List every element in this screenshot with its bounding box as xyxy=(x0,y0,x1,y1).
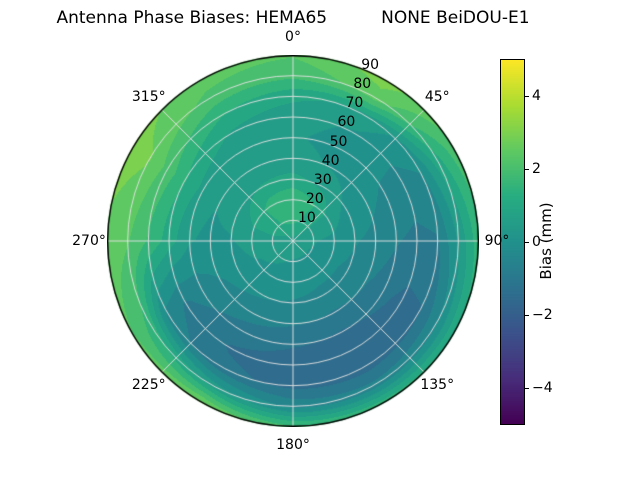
colorbar-tick xyxy=(525,169,529,171)
theta-tick-label: 135° xyxy=(420,377,455,394)
r-tick-label: 60 xyxy=(337,114,356,131)
colorbar xyxy=(500,59,525,425)
theta-tick-label: 90° xyxy=(484,233,510,249)
r-tick-label: 10 xyxy=(297,209,316,226)
chart-title: Antenna Phase Biases: HEMA65 NONE BeiDOU… xyxy=(56,8,530,28)
colorbar-tick xyxy=(525,314,529,316)
r-tick-label: 80 xyxy=(353,76,372,93)
theta-tick-label: 315° xyxy=(131,88,166,105)
r-tick-label: 90 xyxy=(361,57,380,74)
r-tick-label: 50 xyxy=(329,133,348,150)
r-tick-label: 30 xyxy=(313,171,332,188)
theta-tick-label: 270° xyxy=(72,233,106,249)
colorbar-tick xyxy=(525,96,529,98)
colorbar-tick xyxy=(525,242,529,243)
colorbar-tick xyxy=(525,387,529,389)
theta-tick-label: 180° xyxy=(276,437,310,453)
colorbar-tick-label: 2 xyxy=(532,161,541,178)
theta-tick-label: 45° xyxy=(424,88,450,105)
theta-tick-label: 225° xyxy=(131,377,166,394)
colorbar-tick-label: −4 xyxy=(532,379,553,396)
polar-heatmap-canvas xyxy=(107,55,479,427)
r-tick-label: 20 xyxy=(305,190,324,207)
colorbar-canvas xyxy=(501,60,524,424)
r-tick-label: 70 xyxy=(345,95,364,112)
theta-tick-label: 0° xyxy=(285,29,301,45)
colorbar-tick-label: −2 xyxy=(532,306,553,323)
r-tick-label: 40 xyxy=(321,152,340,169)
colorbar-tick-label: 0 xyxy=(532,234,541,250)
colorbar-tick-label: 4 xyxy=(532,88,541,105)
